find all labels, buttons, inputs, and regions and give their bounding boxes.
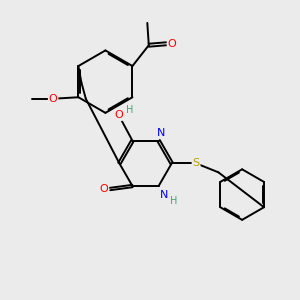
Text: N: N (157, 128, 165, 138)
Text: H: H (170, 196, 177, 206)
Text: S: S (193, 158, 200, 168)
Text: O: O (168, 39, 176, 49)
Text: H: H (126, 104, 133, 115)
Text: O: O (49, 94, 58, 104)
Text: O: O (115, 110, 124, 120)
Text: N: N (160, 190, 168, 200)
Text: O: O (99, 184, 108, 194)
